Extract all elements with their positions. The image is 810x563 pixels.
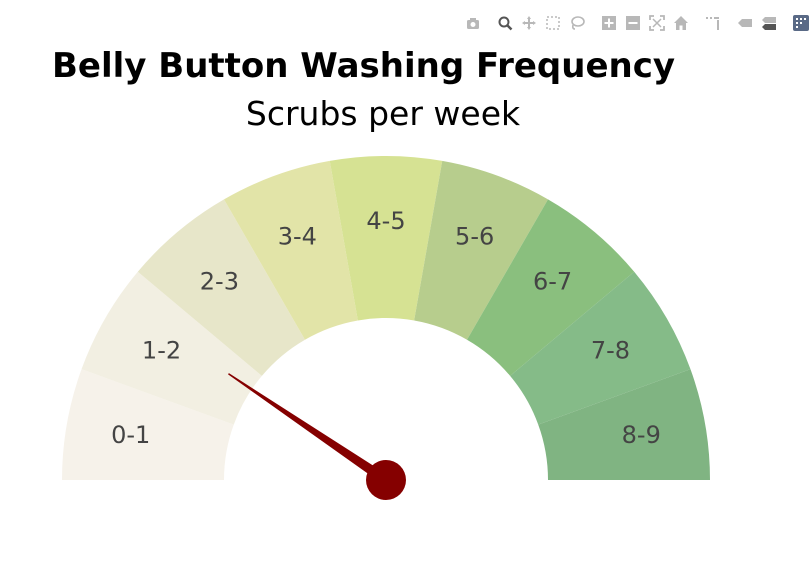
zoom-in-icon [602,16,616,30]
hover-closest-icon [738,19,752,27]
gauge-segment-1-2 [81,271,262,425]
chart-subtitle: Scrubs per week [245,94,521,133]
zoom-out-icon [626,16,640,30]
chart-title: Belly Button Washing Frequency [52,46,676,86]
zoom-button[interactable] [496,14,514,32]
autoscale-button[interactable] [648,14,666,32]
segment-label: 2-3 [200,267,239,295]
gauge-needle-group [228,373,406,500]
gauge-segment-6-7 [467,199,635,376]
segment-label: 1-2 [142,336,181,364]
box-select-icon [546,16,560,30]
gauge-segment-8-9 [538,369,710,480]
gauge-needle [228,373,390,485]
modebar [464,12,810,34]
camera-icon [467,18,479,29]
lasso-icon [571,16,585,30]
segment-label: 4-5 [366,207,405,235]
autoscale-icon [649,15,665,31]
gauge-segment-5-6 [414,160,548,340]
pan-button[interactable] [520,14,538,32]
zoom-out-button[interactable] [624,14,642,32]
segment-label: 5-6 [455,222,494,250]
gauge-segment-3-4 [224,160,358,340]
reset-axes-button[interactable] [672,14,690,32]
hover-closest-button[interactable] [736,14,754,32]
spike-lines-button[interactable] [704,14,722,32]
segment-label: 6-7 [533,267,572,295]
home-icon [674,16,688,30]
hover-compare-icon [762,17,776,30]
plotly-logo-link[interactable] [792,14,810,32]
zoom-in-button[interactable] [600,14,618,32]
segment-label: 0-1 [111,421,150,449]
lasso-select-button[interactable] [568,14,586,32]
pan-icon [522,16,536,30]
box-select-button[interactable] [544,14,562,32]
gauge-segment-7-8 [510,271,691,425]
segment-label: 3-4 [278,222,317,250]
zoom-icon [498,16,513,31]
gauge-segment-4-5 [329,156,443,321]
gauge-segment-0-1 [62,369,234,480]
gauge-needle-hub [366,460,406,500]
hover-compare-button[interactable] [760,14,778,32]
spike-lines-icon [706,17,719,30]
plotly-logo-icon [793,15,809,31]
segment-label: 8-9 [622,421,661,449]
download-plot-button[interactable] [464,14,482,32]
gauge-segments [62,156,710,480]
gauge-segment-2-3 [137,199,305,376]
segment-label: 7-8 [591,336,630,364]
gauge-segment-labels: 0-1 1-2 2-3 3-4 4-5 5-6 6-7 7-8 8-9 [111,207,661,449]
